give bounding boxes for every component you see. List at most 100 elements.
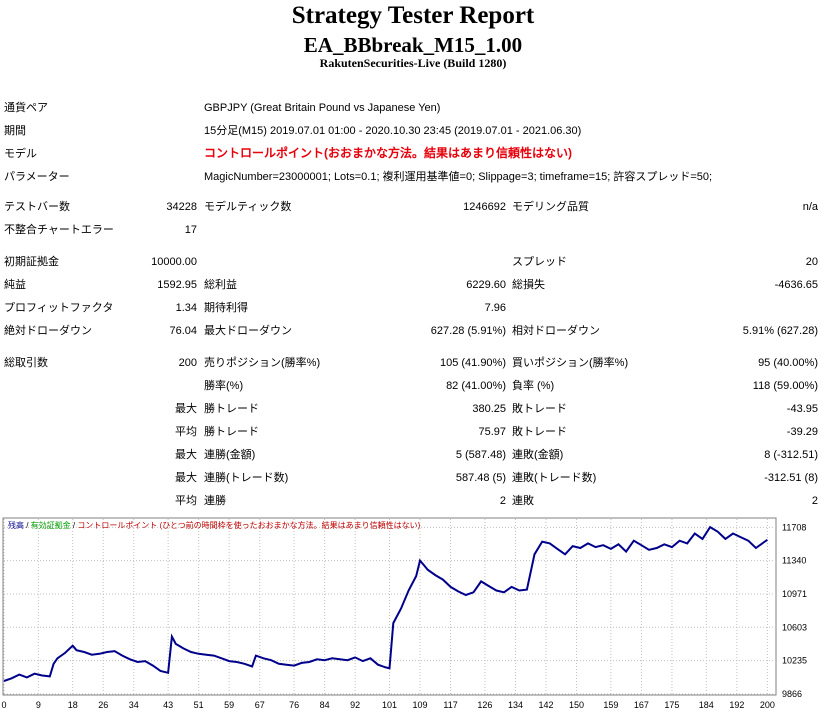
x-tick-label: 192: [729, 700, 744, 710]
x-tick-label: 184: [699, 700, 714, 710]
x-tick-labels: 0 9 18 26 34 43 51 59 67 76 84 92 101 109 117 126 134 142…: [1, 700, 774, 710]
x-tick-label: 59: [224, 700, 234, 710]
rel-dd-label: 相対ドローダウン: [512, 325, 600, 337]
max-consec-profit-value: 587.48 (5): [455, 472, 506, 484]
x-tick-label: 134: [508, 700, 523, 710]
loss-rate-label: 負率 (%): [512, 380, 555, 392]
legend-sep-2: /: [71, 521, 78, 530]
win-rate-value: 82 (41.00%): [446, 380, 506, 392]
x-tick-label: 175: [664, 700, 679, 710]
max-word-2: 最大: [175, 449, 197, 461]
win-rate-label: 勝率(%): [204, 380, 244, 392]
abs-dd-label: 絶対ドローダウン: [4, 325, 92, 337]
expected-label: 期待利得: [204, 302, 248, 314]
long-value: 95 (40.00%): [758, 357, 818, 369]
pf-label: プロフィットファクタ: [4, 302, 114, 314]
gross-loss-value: -4636.65: [774, 279, 818, 291]
largest-loss-label: 敗トレード: [512, 403, 567, 415]
pair-label: 通貨ペア: [4, 102, 48, 114]
x-tick-label: 92: [350, 700, 360, 710]
chart-legend: 残高 / 有効証拠金 / コントロールポイント (ひとつ前の時間枠を使ったおおま…: [8, 520, 421, 530]
avg-loss-value: -39.29: [786, 426, 818, 438]
net-value: 1592.95: [157, 279, 197, 291]
y-tick-label: 11340: [782, 556, 806, 566]
avg-win-label: 勝トレード: [204, 426, 259, 438]
x-tick-label: 76: [289, 700, 299, 710]
x-tick-label: 43: [163, 700, 173, 710]
max-word: 最大: [175, 403, 197, 415]
params-label: パラメーター: [4, 171, 70, 183]
x-tick-label: 159: [603, 700, 618, 710]
y-tick-label: 11708: [782, 522, 806, 532]
gross-loss-label: 総損失: [512, 279, 545, 291]
x-tick-label: 51: [194, 700, 204, 710]
y-tick-label: 10971: [782, 589, 807, 599]
legend-balance: 残高: [8, 520, 24, 530]
x-tick-label: 126: [477, 700, 492, 710]
pf-value: 1.34: [175, 302, 197, 314]
avg-consec-wins-label: 連勝: [204, 495, 226, 507]
max-consec-losses-value: 8 (-312.51): [764, 449, 818, 461]
total-trades-value: 200: [178, 357, 197, 369]
y-tick-labels: 9866 10235 10603 10971 11340 11708: [782, 522, 807, 699]
pair-value: GBPJPY (Great Britain Pound vs Japanese …: [204, 102, 441, 114]
model-label: モデル: [4, 148, 37, 160]
largest-win-label: 勝トレード: [204, 403, 259, 415]
expected-value: 7.96: [484, 302, 506, 314]
test-bars-value: 34228: [166, 201, 197, 213]
balance-line: [3, 525, 768, 682]
max-consec-wins-label: 連勝(金額): [204, 449, 256, 461]
short-value: 105 (41.90%): [439, 357, 506, 369]
rel-dd-value: 5.91% (627.28): [742, 325, 818, 337]
max-dd-value: 627.28 (5.91%): [430, 325, 506, 337]
x-tick-label: 142: [538, 700, 553, 710]
chart-grid: [3, 519, 775, 695]
x-tick-label: 0: [1, 700, 6, 710]
mismatch-label: 不整合チャートエラー: [4, 224, 114, 236]
x-tick-label: 18: [68, 700, 78, 710]
y-tick-label: 10235: [782, 656, 807, 666]
gross-profit-value: 6229.60: [466, 279, 506, 291]
x-tick-label: 9: [36, 700, 41, 710]
avg-word-2: 平均: [175, 495, 197, 507]
deposit-value: 10000.00: [151, 256, 197, 268]
legend-sep-1: /: [24, 521, 31, 530]
avg-word: 平均: [175, 426, 197, 438]
avg-win-value: 75.97: [478, 426, 506, 438]
gross-profit-label: 総利益: [204, 279, 237, 291]
long-label: 買いポジション(勝率%): [512, 357, 629, 369]
balance-chart: 残高 / 有効証拠金 / コントロールポイント (ひとつ前の時間枠を使ったおおま…: [1, 517, 807, 710]
max-word-3: 最大: [175, 472, 197, 484]
x-tick-label: 200: [760, 700, 775, 710]
mismatch-value: 17: [184, 224, 197, 236]
max-consec-loss-label: 連敗(トレード数): [512, 472, 597, 484]
period-value: 15分足(M15) 2019.07.01 01:00 - 2020.10.30 …: [204, 125, 582, 137]
max-dd-label: 最大ドローダウン: [204, 325, 292, 337]
model-ticks-label: モデルティック数: [204, 201, 292, 213]
report-title: Strategy Tester Report: [291, 2, 535, 29]
x-tick-label: 34: [129, 700, 139, 710]
x-tick-label: 150: [569, 700, 584, 710]
y-tick-label: 9866: [782, 689, 802, 699]
x-tick-label: 84: [320, 700, 330, 710]
total-trades-label: 総取引数: [4, 357, 48, 369]
short-label: 売りポジション(勝率%): [204, 357, 321, 369]
avg-consec-losses-value: 2: [811, 495, 818, 507]
spread-value: 20: [805, 256, 818, 268]
test-bars-label: テストバー数: [4, 201, 70, 213]
x-tick-label: 67: [255, 700, 265, 710]
period-label: 期間: [4, 125, 26, 137]
avg-loss-label: 敗トレード: [512, 426, 567, 438]
model-value: コントロールポイント(おおまかな方法。結果はあまり信頼性はない): [204, 146, 572, 160]
avg-consec-losses-label: 連敗: [512, 495, 534, 507]
largest-loss-value: -43.95: [786, 403, 818, 415]
spread-label: スプレッド: [512, 256, 567, 268]
max-consec-wins-value: 5 (587.48): [455, 449, 506, 461]
max-consec-loss-value: -312.51 (8): [764, 472, 818, 484]
deposit-label: 初期証拠金: [4, 256, 59, 268]
params-value: MagicNumber=23000001; Lots=0.1; 複利運用基準値=…: [204, 171, 713, 183]
max-consec-losses-label: 連敗(金額): [512, 449, 564, 461]
avg-consec-wins-value: 2: [499, 495, 506, 507]
ea-name: EA_BBbreak_M15_1.00: [303, 33, 523, 57]
model-quality-label: モデリング品質: [512, 201, 589, 213]
